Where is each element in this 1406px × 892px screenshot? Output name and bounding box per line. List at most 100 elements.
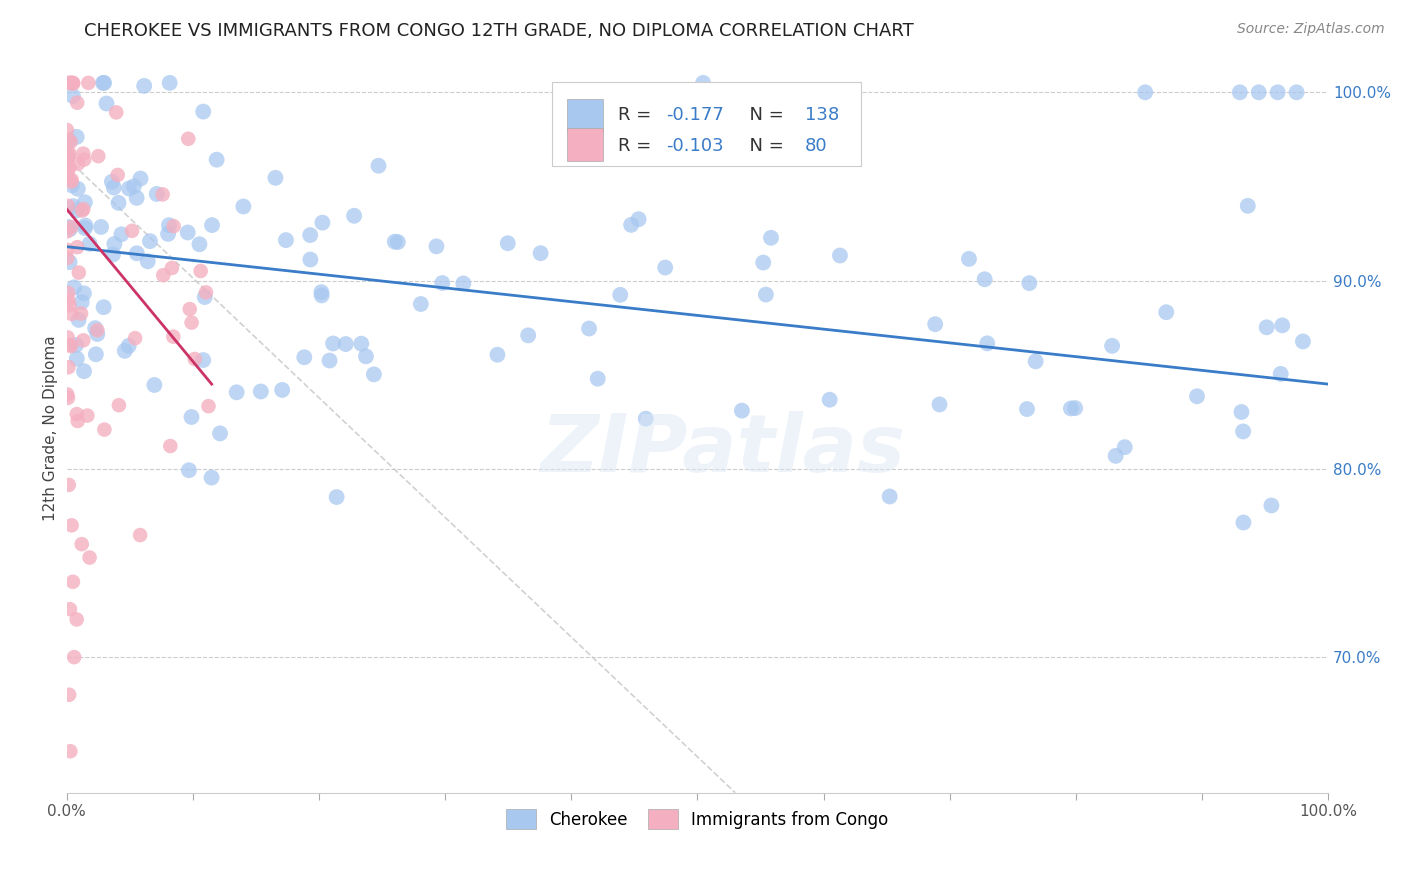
Point: [250, 384, 273, 399]
Point: [299, 228, 322, 243]
Point: [163, 219, 186, 234]
Point: [96, 96, 118, 111]
Point: [103, 180, 125, 194]
Point: [517, 328, 540, 343]
Point: [363, 368, 385, 382]
FancyBboxPatch shape: [568, 128, 603, 161]
Point: [59, 76, 82, 90]
Text: Source: ZipAtlas.com: Source: ZipAtlas.com: [1237, 22, 1385, 37]
Point: [143, 378, 166, 392]
Point: [90, 219, 112, 234]
Point: [87, 149, 110, 163]
Point: [66, 157, 89, 171]
Point: [79, 550, 101, 565]
Point: [56, 330, 79, 344]
Point: [1232, 425, 1254, 439]
Point: [72, 334, 94, 348]
Point: [86, 323, 108, 337]
Point: [1025, 354, 1047, 368]
Point: [973, 272, 995, 286]
Point: [107, 195, 129, 210]
Point: [627, 212, 650, 227]
Text: 80: 80: [804, 137, 827, 155]
Point: [91, 76, 114, 90]
Point: [194, 290, 217, 304]
Point: [200, 470, 222, 484]
Point: [1135, 85, 1157, 99]
Point: [152, 187, 174, 202]
Point: [60, 76, 83, 90]
Text: -0.177: -0.177: [666, 106, 724, 124]
Text: R =: R =: [617, 106, 657, 124]
Point: [114, 343, 136, 358]
Point: [692, 76, 714, 90]
Point: [66, 95, 89, 110]
Point: [59, 338, 82, 352]
Point: [56, 145, 79, 159]
Point: [311, 216, 333, 230]
Point: [73, 364, 96, 378]
Point: [62, 76, 84, 90]
Point: [59, 339, 82, 353]
Point: [60, 175, 83, 189]
Point: [755, 287, 778, 301]
Point: [195, 285, 218, 300]
Point: [72, 146, 94, 161]
Point: [59, 222, 82, 236]
Point: [77, 76, 100, 90]
Point: [232, 199, 254, 213]
Point: [157, 227, 180, 241]
Point: [58, 146, 80, 161]
Point: [1285, 85, 1308, 99]
Point: [367, 159, 389, 173]
Point: [177, 132, 200, 146]
Point: [1229, 85, 1251, 99]
Point: [125, 246, 148, 260]
Point: [145, 186, 167, 201]
Point: [65, 338, 87, 352]
Point: [66, 351, 89, 366]
Point: [118, 181, 141, 195]
Point: [73, 286, 96, 301]
Point: [73, 195, 96, 210]
Point: [58, 134, 80, 148]
Point: [58, 478, 80, 492]
Point: [93, 76, 115, 90]
Point: [1236, 199, 1258, 213]
FancyBboxPatch shape: [553, 82, 862, 166]
Point: [56, 169, 79, 184]
Point: [292, 351, 315, 365]
Point: [188, 237, 211, 252]
Point: [318, 353, 340, 368]
Point: [177, 226, 200, 240]
Point: [335, 337, 357, 351]
Text: 138: 138: [804, 106, 839, 124]
Point: [193, 104, 215, 119]
Point: [70, 537, 93, 551]
Point: [264, 170, 287, 185]
Point: [125, 191, 148, 205]
Point: [86, 326, 108, 341]
Point: [76, 409, 98, 423]
Point: [62, 574, 84, 589]
Point: [59, 744, 82, 758]
Point: [66, 203, 89, 218]
Point: [59, 602, 82, 616]
Point: [66, 414, 89, 428]
Point: [60, 307, 83, 321]
Point: [354, 350, 377, 364]
Point: [122, 179, 145, 194]
Point: [60, 518, 83, 533]
Text: ZIPatlas: ZIPatlas: [540, 411, 905, 489]
Point: [58, 220, 80, 235]
Point: [208, 426, 231, 441]
Point: [56, 132, 79, 146]
Point: [66, 240, 89, 254]
Point: [70, 307, 93, 321]
Point: [1105, 449, 1128, 463]
Point: [59, 135, 82, 149]
Point: [311, 285, 333, 299]
Point: [101, 247, 124, 261]
Point: [731, 403, 754, 417]
Point: [118, 339, 141, 353]
